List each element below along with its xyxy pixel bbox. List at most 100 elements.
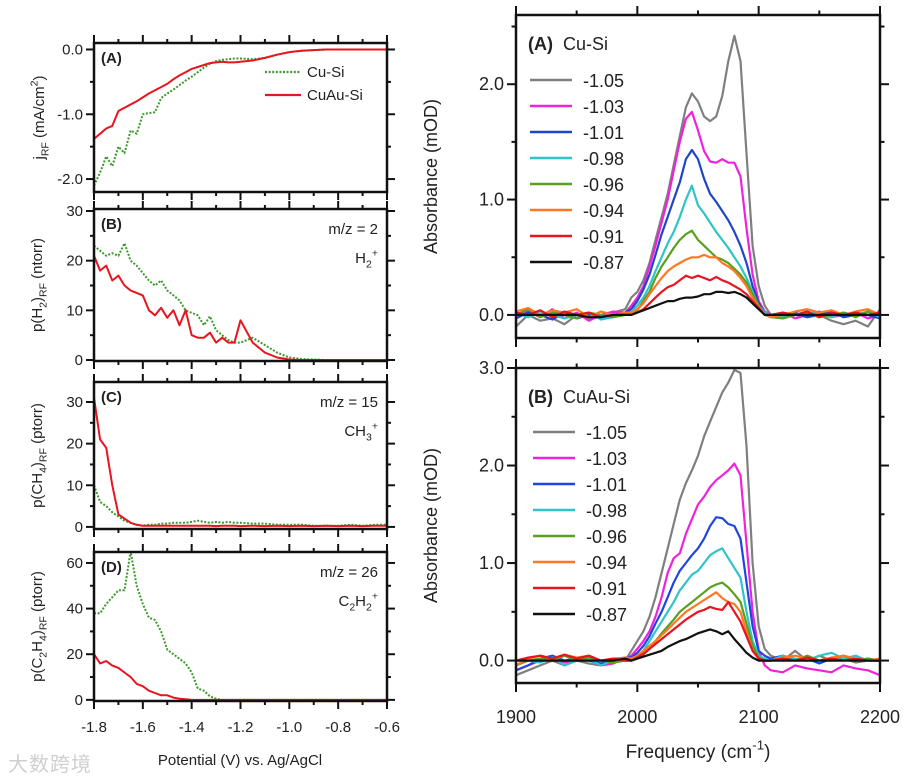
series-line-cusi <box>94 484 387 527</box>
y-axis-label: p(CH4)RF (ptorr) <box>29 403 50 508</box>
x-tick-label: 1900 <box>496 707 536 727</box>
panel-label: (B) <box>528 387 553 407</box>
x-tick-label: -1.6 <box>130 719 156 736</box>
ion-annotation: H2+ <box>355 247 378 270</box>
panel-label: (C) <box>101 389 122 406</box>
legend-label: -0.91 <box>586 579 627 599</box>
x-tick-label: -1.4 <box>179 719 205 736</box>
y-axis-label: Absorbance (mOD) <box>421 448 441 603</box>
x-axis-label: Potential (V) vs. Ag/AgCl <box>158 752 322 769</box>
y-tick-label: -1.0 <box>57 106 83 123</box>
series-line-0.98 <box>516 184 880 321</box>
panel-potential-3 <box>86 544 395 709</box>
x-axis-label: Frequency (cm-1) <box>626 737 771 763</box>
series-line-0.96 <box>516 229 880 320</box>
panel-title: Cu-Si <box>563 34 608 54</box>
series-line-0.87 <box>516 628 880 662</box>
y-tick-label: 10 <box>66 302 83 319</box>
plot-frame <box>514 366 882 685</box>
series-line-0.91 <box>516 601 880 662</box>
legend-label: -0.91 <box>583 227 624 247</box>
legend-label: -1.05 <box>583 71 624 91</box>
series-line-0.87 <box>516 290 880 319</box>
series-line-cuausi <box>94 653 387 701</box>
x-tick-label: 2000 <box>617 707 657 727</box>
y-tick-label: 60 <box>66 555 83 572</box>
series-line-cuausi <box>94 397 387 528</box>
y-tick-label: 30 <box>66 394 83 411</box>
y-tick-label: 0.0 <box>479 651 504 671</box>
y-tick-label: 30 <box>66 203 83 220</box>
y-tick-label: 0 <box>75 352 83 369</box>
series-line-0.96 <box>516 581 880 667</box>
legend-label: -1.03 <box>586 449 627 469</box>
y-axis-label: Absorbance (mOD) <box>421 99 441 254</box>
series-line-cusi <box>94 552 387 701</box>
x-tick-label: 2200 <box>860 707 900 727</box>
y-tick-label: 10 <box>66 477 83 494</box>
y-tick-label: 40 <box>66 601 83 618</box>
series-line-1.05 <box>516 368 880 677</box>
legend-label: -0.94 <box>583 201 624 221</box>
legend-label: -1.01 <box>586 475 627 495</box>
panel-spectrum-5 <box>507 359 889 692</box>
legend-label: -0.94 <box>586 553 627 573</box>
y-axis-label: jRF (mA/cm2) <box>28 75 51 160</box>
series-line-1.01 <box>516 516 880 672</box>
series-group <box>516 368 880 677</box>
x-tick-label: -1.2 <box>228 719 254 736</box>
legend-label: -0.96 <box>586 527 627 547</box>
legend-label: Cu-Si <box>307 64 345 81</box>
panel-potential-0 <box>86 35 395 200</box>
legend-label: -0.87 <box>586 605 627 625</box>
y-tick-label: 0.0 <box>62 41 83 58</box>
y-tick-label: 1.0 <box>479 190 504 210</box>
series-line-cuausi <box>94 255 387 361</box>
mz-annotation: m/z = 15 <box>320 394 378 411</box>
x-tick-label: -0.8 <box>325 719 351 736</box>
y-tick-label: 20 <box>66 253 83 270</box>
series-line-0.94 <box>516 253 880 319</box>
panel-potential-2 <box>86 374 395 537</box>
y-tick-label: 0 <box>75 519 83 536</box>
panel-label: (B) <box>101 216 122 233</box>
y-axis-label: p(C2H4)RF (ptorr) <box>29 571 50 682</box>
legend-label: CuAu-Si <box>307 87 363 104</box>
panel-potential-1 <box>86 201 395 369</box>
series-group <box>94 397 387 528</box>
panel-label: (A) <box>101 50 122 67</box>
x-tick-label: 2100 <box>739 707 779 727</box>
y-tick-label: 20 <box>66 646 83 663</box>
series-line-cuausi <box>94 48 387 140</box>
legend-label: -1.03 <box>583 97 624 117</box>
panel-label: (A) <box>528 34 553 54</box>
y-tick-label: -2.0 <box>57 171 83 188</box>
series-line-cusi <box>94 242 387 361</box>
legend-label: -0.96 <box>583 175 624 195</box>
panel-label: (D) <box>101 559 122 576</box>
y-tick-label: 20 <box>66 436 83 453</box>
y-axis-label: p(H2)RF (ntorr) <box>29 238 50 332</box>
y-tick-label: 1.0 <box>479 553 504 573</box>
series-group <box>94 242 387 361</box>
plot-frame <box>514 13 882 340</box>
y-tick-label: 2.0 <box>479 74 504 94</box>
x-tick-label: -0.6 <box>374 719 400 736</box>
watermark: 大数跨境 <box>8 752 92 776</box>
x-tick-label: -1.8 <box>81 719 107 736</box>
panel-title: CuAu-Si <box>563 387 630 407</box>
y-tick-label: 2.0 <box>479 456 504 476</box>
mz-annotation: m/z = 2 <box>328 221 378 238</box>
legend-label: -0.98 <box>586 501 627 521</box>
mz-annotation: m/z = 26 <box>320 564 378 581</box>
legend-label: -1.01 <box>583 123 624 143</box>
legend-label: -0.98 <box>583 149 624 169</box>
legend-label: -0.87 <box>583 253 624 273</box>
y-tick-label: 0 <box>75 692 83 709</box>
series-line-1.03 <box>516 110 880 322</box>
series-line-cusi <box>94 48 387 186</box>
ion-annotation: C2H2+ <box>338 590 378 613</box>
series-group <box>516 34 880 328</box>
